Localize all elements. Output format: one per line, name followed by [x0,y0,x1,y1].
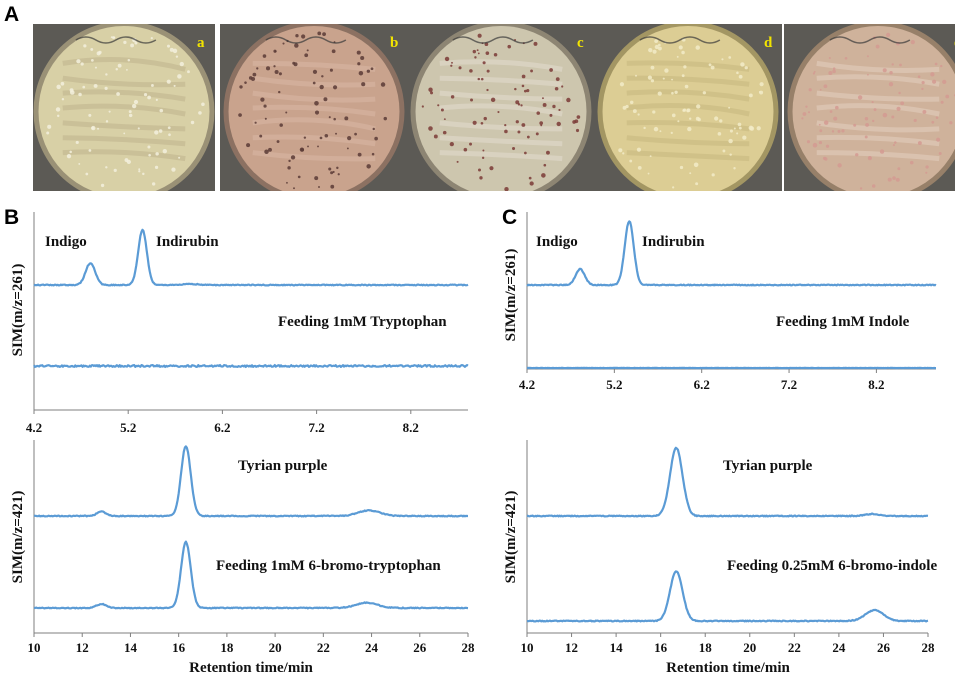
chart-b-bottom-tick-label-4: 18 [220,640,234,655]
chart-c-top-indirubin-label: Indirubin [642,234,705,250]
chart-b-bottom-tick-label-7: 24 [365,640,379,655]
chart-b-top: SIM(m/z=261) Indigo Indirubin Feeding 1m… [10,212,469,435]
chart-b-bottom-tick-label-6: 22 [317,640,330,655]
plate-a: a [33,24,215,191]
chart-c-bottom-tick-label-8: 26 [877,640,891,655]
chart-c-bottom-tick-label-3: 16 [654,640,668,655]
chart-b-top-trace-1 [33,364,469,368]
panel-letter-c: C [502,206,517,229]
plate-e: e [784,24,955,191]
chart-b-top-ylabel: SIM(m/z=261) [10,264,26,357]
chart-b-bottom-tick-label-2: 14 [124,640,138,655]
chart-c-top-tick-label-3: 7.2 [781,377,797,392]
chart-c-top-tick-label-0: 4.2 [519,377,535,392]
chart-c-bottom-tick-label-6: 22 [788,640,801,655]
chart-b-top-feeding-label: Feeding 1mM Tryptophan [278,314,447,330]
panel-letter-a: A [4,3,19,26]
chart-b-bottom-tick-label-9: 28 [462,640,476,655]
chart-b-bottom-ylabel: SIM(m/z=421) [10,491,26,584]
chart-c-bottom-trace-0 [526,446,929,518]
chart-b-bottom-xlabel: Retention time/min [189,660,313,676]
chart-c-top-tick-label-4: 8.2 [868,377,884,392]
chart-b-top-indigo-label: Indigo [45,234,87,250]
chart-b-bottom-tick-label-5: 20 [269,640,282,655]
chart-b-bottom: SIM(m/z=421) Retention time/min Tyrian p… [10,440,475,676]
chart-b-bottom-tick-label-3: 16 [172,640,186,655]
chart-b-top-indirubin-label: Indirubin [156,234,219,250]
chart-c-bottom-tyrian-label: Tyrian purple [723,458,813,474]
plate-b-label: b [390,35,398,51]
chart-c-bottom-tick-label-1: 12 [565,640,578,655]
chart-c-bottom-tick-label-2: 14 [610,640,624,655]
chart-b-bottom-tick-label-1: 12 [76,640,89,655]
panel-letter-b: B [4,206,19,229]
chart-c-top-tick-label-2: 6.2 [694,377,710,392]
chart-b-top-tick-label-0: 4.2 [26,420,42,435]
chart-c-bottom-tick-label-4: 18 [699,640,713,655]
chart-c-bottom-ylabel: SIM(m/z=421) [503,491,519,584]
plate-d: d [594,24,782,191]
chart-c-top-trace-0 [526,220,937,287]
chart-b-top-tick-label-3: 7.2 [308,420,324,435]
plate-d-label: d [764,35,773,51]
plate-a-label: a [197,35,205,51]
plate-photos: a b c de [33,24,955,191]
chart-b-bottom-tick-label-0: 10 [28,640,41,655]
chart-c-top-indigo-label: Indigo [536,234,578,250]
chart-c-bottom-xlabel: Retention time/min [666,660,790,676]
chart-b-top-trace-0 [33,228,469,287]
chart-b-bottom-trace-0 [33,445,469,518]
chart-b-top-tick-label-2: 6.2 [214,420,230,435]
chart-c-bottom-trace-1 [526,570,929,623]
plate-b: b [220,24,408,191]
chart-c-bottom-feeding-label: Feeding 0.25mM 6-bromo-indole [727,558,937,574]
chart-b-bottom-trace-1 [33,540,469,610]
chart-c-bottom-tick-label-5: 20 [743,640,756,655]
chart-c-top: SIM(m/z=261) Indigo Indirubin Feeding 1m… [503,212,937,392]
plate-c-label: c [577,35,584,51]
chart-c-top-ylabel: SIM(m/z=261) [503,249,519,342]
chart-c-bottom: SIM(m/z=421) Retention time/min Tyrian p… [503,440,937,676]
chart-c-top-feeding-label: Feeding 1mM Indole [776,314,910,330]
chart-b-bottom-feeding-label: Feeding 1mM 6-bromo-tryptophan [216,558,441,574]
chart-b-bottom-tyrian-label: Tyrian purple [238,458,328,474]
chart-b-top-tick-label-4: 8.2 [403,420,419,435]
chart-c-bottom-tick-label-7: 24 [832,640,846,655]
plate-c: c [407,24,595,191]
chart-c-bottom-tick-label-9: 28 [922,640,936,655]
chart-b-bottom-tick-label-8: 26 [413,640,427,655]
chart-c-bottom-tick-label-0: 10 [521,640,534,655]
chart-b-top-tick-label-1: 5.2 [120,420,136,435]
chart-c-top-tick-label-1: 5.2 [606,377,622,392]
